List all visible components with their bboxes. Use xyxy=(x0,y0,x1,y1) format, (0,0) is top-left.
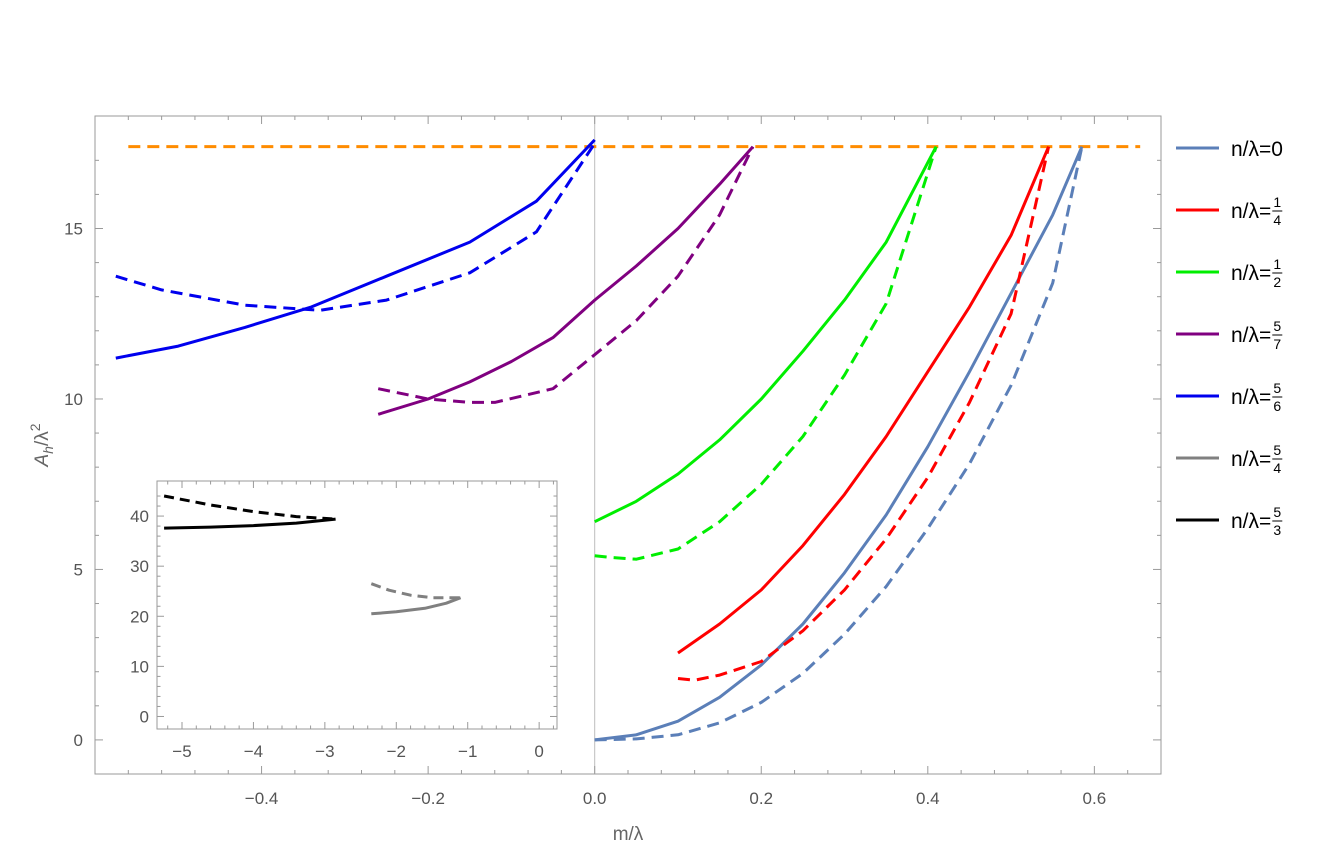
legend-fraction-denominator: 4 xyxy=(1273,460,1281,476)
legend-fraction-denominator: 6 xyxy=(1273,398,1281,414)
legend-fraction-numerator: 5 xyxy=(1273,442,1281,458)
legend-fraction-numerator: 1 xyxy=(1273,194,1281,210)
legend-fraction-numerator: 5 xyxy=(1273,380,1281,396)
series-solid-n-0 xyxy=(594,146,1084,742)
legend-label: n/λ=0 xyxy=(1231,138,1283,161)
inset-series-dashed-n-5-4 xyxy=(370,582,461,600)
x-tick-label: −0.4 xyxy=(245,789,279,808)
x-axis-label: m/λ xyxy=(613,824,644,845)
x-tick-label: 0.6 xyxy=(1083,789,1107,808)
legend-item: n/λ= 1 4 xyxy=(1176,194,1283,228)
legend-fraction-denominator: 4 xyxy=(1273,212,1281,228)
legend-fraction-denominator: 2 xyxy=(1273,274,1281,290)
y-axis-label-sup: 2 xyxy=(27,423,43,431)
inset-series-solid-n-5-3 xyxy=(164,517,336,530)
legend-label: n/λ= xyxy=(1231,324,1271,347)
legend-item: n/λ= 5 4 xyxy=(1176,442,1283,476)
series-dashed-n-1-4 xyxy=(677,146,1051,682)
series-dashed-n-5-6 xyxy=(115,142,596,312)
inset-x-tick-label: −1 xyxy=(458,742,477,761)
series-solid-n-5-6 xyxy=(115,138,596,360)
y-tick-label: 15 xyxy=(64,220,83,239)
inset-y-tick-label: 20 xyxy=(130,607,149,626)
x-tick-label: 0.2 xyxy=(749,789,773,808)
inset-x-tick-label: −2 xyxy=(387,742,406,761)
series-dashed-n-1-2 xyxy=(594,146,938,561)
y-axis-label-base: A xyxy=(32,454,53,468)
series-solid-n-5-7 xyxy=(377,145,755,416)
inset-x-tick-label: −5 xyxy=(172,742,191,761)
main-plot: −0.4 −0.2 0.0 0.2 0.4 0.6 0 5 10 15 m/λ Ah/λ2 xyxy=(27,115,1162,845)
legend-fraction-denominator: 3 xyxy=(1273,522,1281,538)
inset-plot: −5 −4 −3 −2 −1 0 0 10 20 30 40 xyxy=(130,480,558,761)
inset-y-tick-label: 40 xyxy=(130,507,149,526)
series-solid-n-1-4 xyxy=(677,146,1050,655)
legend-item: n/λ=0 xyxy=(1176,138,1283,161)
x-tick-label: 0.0 xyxy=(583,789,607,808)
inset-frame xyxy=(156,480,558,730)
y-axis-label-sub: h xyxy=(40,446,56,454)
y-axis-label-mid: /λ xyxy=(32,431,53,446)
legend-fraction-numerator: 1 xyxy=(1273,256,1281,272)
inset-x-tick-label: 0 xyxy=(534,742,543,761)
legend-label: n/λ= xyxy=(1231,448,1271,471)
legend-fraction-numerator: 5 xyxy=(1273,318,1281,334)
y-tick-label: 10 xyxy=(64,390,83,409)
series-dashed-n-0 xyxy=(594,146,1084,742)
series-solid-n-1-2 xyxy=(594,146,938,524)
legend: n/λ=0n/λ= 14n/λ= 12n/λ= 57n/λ= 56n/λ= 54n/λ= 5… xyxy=(1176,138,1283,538)
legend-item: n/λ= 1 2 xyxy=(1176,256,1283,290)
legend-item: n/λ= 5 6 xyxy=(1176,380,1283,414)
y-axis-label: Ah/λ2 xyxy=(27,423,56,467)
inset-x-tick-label: −3 xyxy=(315,742,334,761)
y-tick-label: 0 xyxy=(74,731,83,750)
legend-label: n/λ= xyxy=(1231,262,1271,285)
inset-y-tick-label: 10 xyxy=(130,657,149,676)
y-tick-label: 5 xyxy=(74,560,83,579)
x-tick-label: 0.4 xyxy=(916,789,940,808)
legend-label: n/λ= xyxy=(1231,510,1271,533)
series-dashed-n-5-7 xyxy=(377,146,755,404)
x-tick-label: −0.2 xyxy=(411,789,445,808)
legend-fraction-denominator: 7 xyxy=(1273,336,1281,352)
legend-label: n/λ= xyxy=(1231,200,1271,223)
legend-item: n/λ= 5 3 xyxy=(1176,504,1283,538)
inset-series-dashed-n-5-3 xyxy=(163,494,336,521)
inset-series-solid-n-5-4 xyxy=(371,596,462,616)
inset-x-tick-label: −4 xyxy=(244,742,263,761)
inset-y-tick-label: 30 xyxy=(130,557,149,576)
legend-item: n/λ= 5 7 xyxy=(1176,318,1283,352)
legend-fraction-numerator: 5 xyxy=(1273,504,1281,520)
inset-y-tick-label: 0 xyxy=(140,707,149,726)
legend-label: n/λ= xyxy=(1231,386,1271,409)
